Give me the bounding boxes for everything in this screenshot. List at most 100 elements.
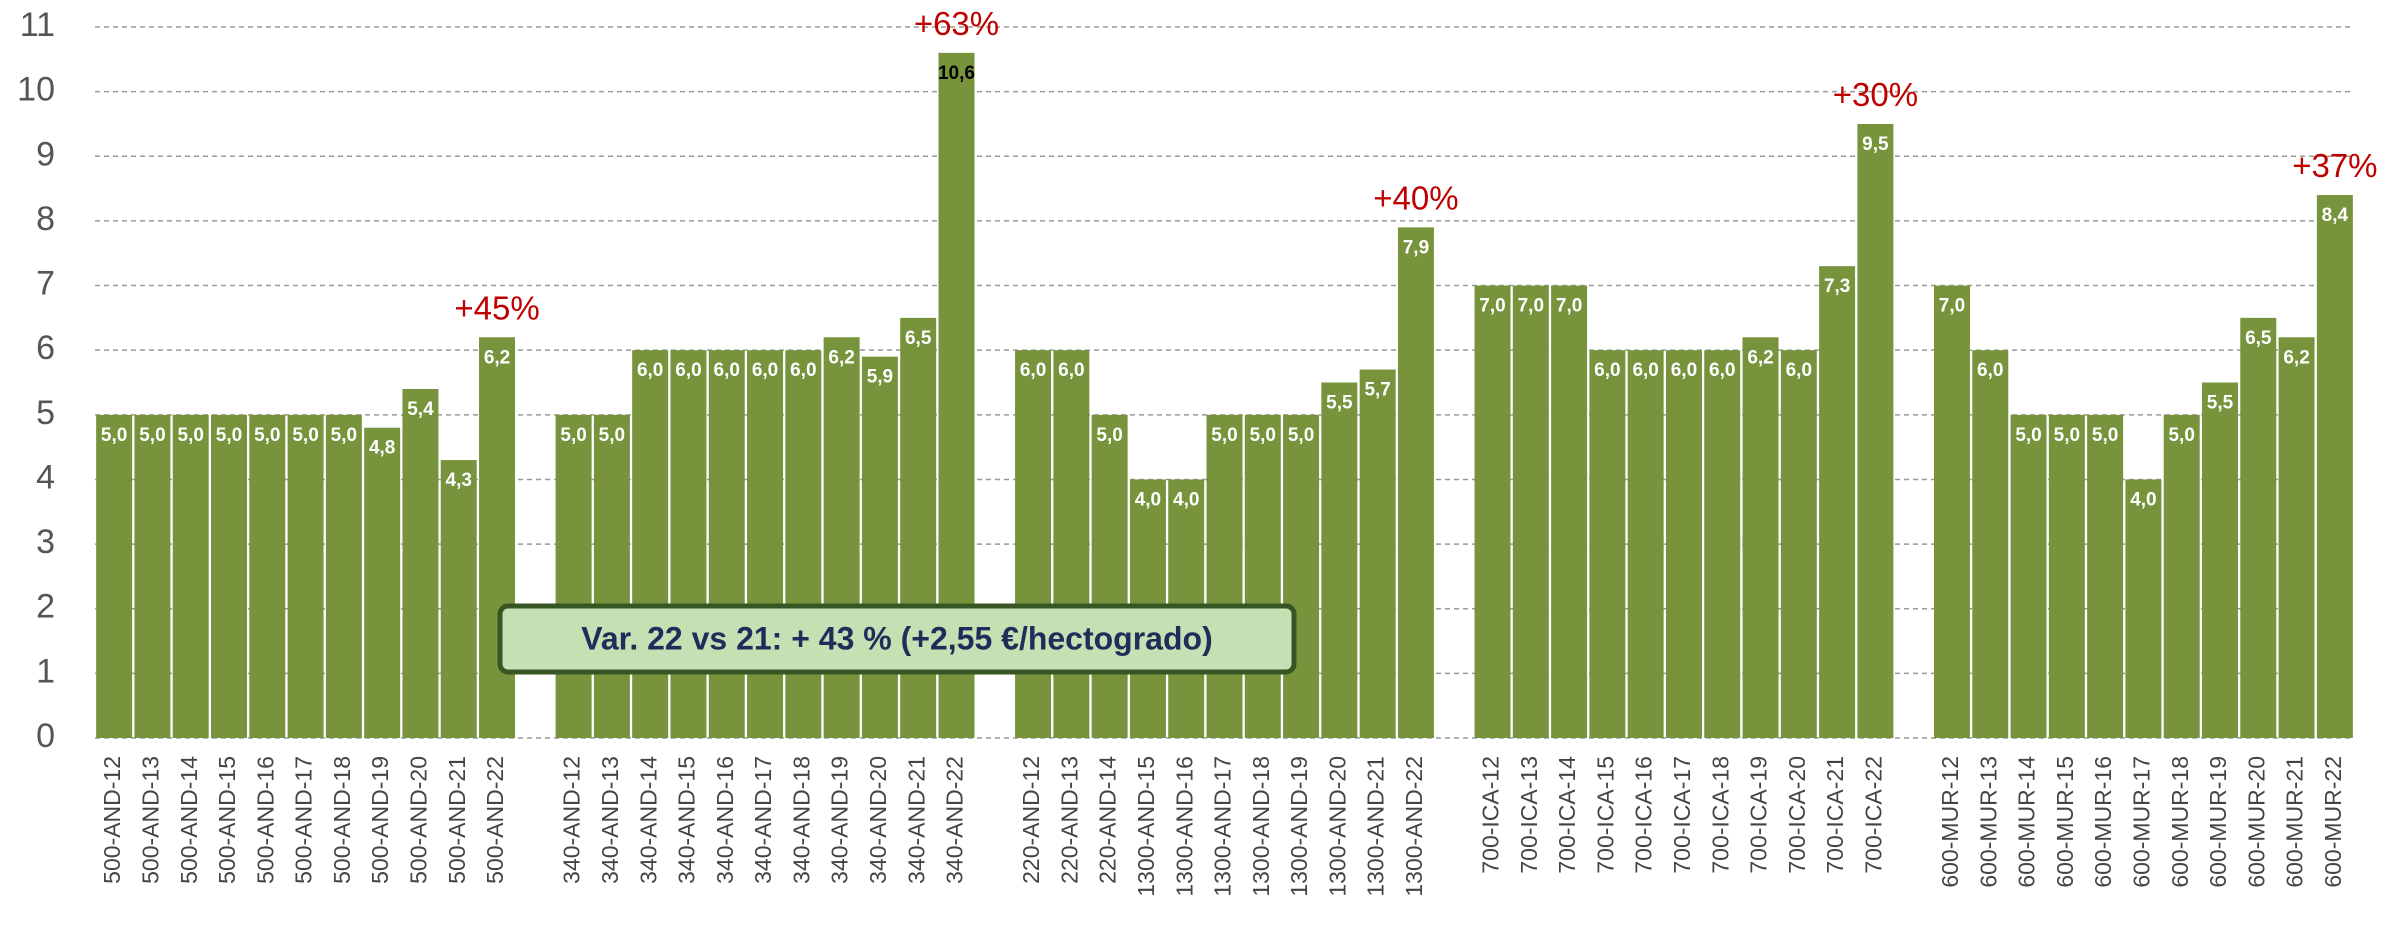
value-label: 7,0	[1556, 296, 1582, 317]
x-tick-label: 340-AND-14	[635, 756, 661, 884]
bar	[1321, 382, 1358, 738]
bar	[1627, 350, 1664, 738]
x-tick-label: 600-MUR-14	[2014, 756, 2040, 888]
value-label: 7,0	[1939, 296, 1965, 317]
x-tick-label: 500-AND-18	[329, 756, 355, 884]
value-label: 4,0	[1173, 489, 1199, 510]
value-label: 6,0	[675, 360, 701, 381]
x-tick-label: 220-AND-14	[1095, 756, 1121, 884]
value-label: 6,0	[1709, 360, 1735, 381]
x-tick-label: 700-ICA-12	[1478, 756, 1504, 874]
annotation: +30%	[1833, 76, 1918, 113]
x-tick-label: 600-MUR-13	[1975, 756, 2001, 888]
x-tick-label: 600-MUR-17	[2128, 756, 2154, 888]
bar	[364, 427, 401, 738]
x-tick-label: 500-AND-14	[176, 756, 202, 884]
annotation: +40%	[1373, 179, 1458, 216]
x-tick-label: 700-ICA-14	[1554, 756, 1580, 874]
value-label: 5,0	[331, 425, 357, 446]
bar	[593, 414, 630, 738]
x-tick-label: 700-ICA-16	[1631, 756, 1657, 874]
x-tick-label: 700-ICA-13	[1516, 756, 1542, 874]
y-tick-label: 4	[36, 458, 55, 496]
x-tick-label: 600-MUR-18	[2167, 756, 2193, 888]
value-label: 9,5	[1862, 134, 1889, 155]
bar	[1933, 285, 1970, 738]
value-label: 8,4	[2322, 205, 2349, 226]
value-label: 6,2	[1747, 347, 1773, 368]
bar	[1780, 350, 1817, 738]
x-tick-label: 600-MUR-15	[2052, 756, 2078, 888]
x-tick-label: 340-AND-21	[903, 756, 929, 884]
value-label: 6,0	[1671, 360, 1697, 381]
x-tick-label: 500-AND-12	[99, 756, 125, 884]
bar	[1857, 123, 1894, 739]
bar	[670, 350, 707, 738]
bar	[823, 337, 860, 738]
bar	[632, 350, 669, 738]
value-label: 6,0	[714, 360, 740, 381]
bar	[785, 350, 822, 738]
bar	[1551, 285, 1588, 738]
bar	[1206, 414, 1243, 738]
bar	[1474, 285, 1511, 738]
x-tick-label: 600-MUR-12	[1937, 756, 1963, 888]
value-label: 7,0	[1479, 296, 1505, 317]
annotation: +63%	[914, 5, 999, 42]
y-tick-label: 11	[20, 6, 55, 44]
bar	[900, 317, 937, 738]
value-label: 6,0	[1020, 360, 1046, 381]
bar	[1819, 266, 1856, 738]
value-label: 6,2	[828, 347, 854, 368]
x-tick-label: 500-AND-13	[138, 756, 164, 884]
x-tick-label: 700-ICA-19	[1746, 756, 1772, 874]
y-tick-label: 8	[36, 200, 55, 238]
value-label: 5,0	[2092, 425, 2118, 446]
value-label: 6,2	[484, 347, 510, 368]
value-label: 5,0	[1250, 425, 1276, 446]
x-tick-label: 340-AND-19	[827, 756, 853, 884]
x-tick-label: 340-AND-13	[597, 756, 623, 884]
value-label: 6,5	[2245, 328, 2272, 349]
value-label: 5,0	[254, 425, 280, 446]
x-tick-label: 340-AND-18	[788, 756, 814, 884]
bar	[2278, 337, 2315, 738]
x-tick-label: 1300-AND-21	[1363, 756, 1389, 897]
x-tick-label: 600-MUR-21	[2282, 756, 2308, 888]
x-tick-label: 600-MUR-22	[2320, 756, 2346, 888]
x-tick-label: 340-AND-20	[865, 756, 891, 884]
value-label: 5,0	[178, 425, 204, 446]
bar	[1589, 350, 1626, 738]
x-tick-label: 340-AND-16	[712, 756, 738, 884]
x-tick-label: 600-MUR-16	[2090, 756, 2116, 888]
x-tick-label: 340-AND-17	[750, 756, 776, 884]
value-label: 6,0	[1058, 360, 1084, 381]
x-tick-label: 500-AND-15	[214, 756, 240, 884]
value-label: 5,0	[560, 425, 586, 446]
value-label: 7,3	[1824, 276, 1850, 297]
bar	[2201, 382, 2238, 738]
bar	[96, 414, 133, 738]
x-tick-label: 340-AND-12	[559, 756, 585, 884]
value-label: 5,0	[2015, 425, 2041, 446]
value-label: 6,0	[1786, 360, 1812, 381]
value-label: 5,0	[1211, 425, 1237, 446]
x-tick-label: 340-AND-15	[674, 756, 700, 884]
value-label: 6,5	[905, 328, 932, 349]
x-tick-label: 500-AND-17	[291, 756, 317, 884]
y-tick-label: 3	[36, 523, 55, 561]
x-tick-label: 700-ICA-21	[1822, 756, 1848, 874]
x-tick-label: 1300-AND-16	[1171, 756, 1197, 897]
bar	[2048, 414, 2085, 738]
bar	[1397, 227, 1434, 738]
value-label: 5,0	[2054, 425, 2080, 446]
bar	[1665, 350, 1702, 738]
value-label: 6,0	[1977, 360, 2003, 381]
bar	[249, 414, 286, 738]
note: Var. 22 vs 21: + 43 % (+2,55 €/hectograd…	[581, 620, 1212, 656]
y-tick-label: 9	[36, 135, 55, 173]
x-tick-label: 220-AND-13	[1056, 756, 1082, 884]
value-label: 5,4	[407, 399, 434, 420]
x-tick-label: 1300-AND-18	[1248, 756, 1274, 897]
value-label: 6,0	[752, 360, 778, 381]
